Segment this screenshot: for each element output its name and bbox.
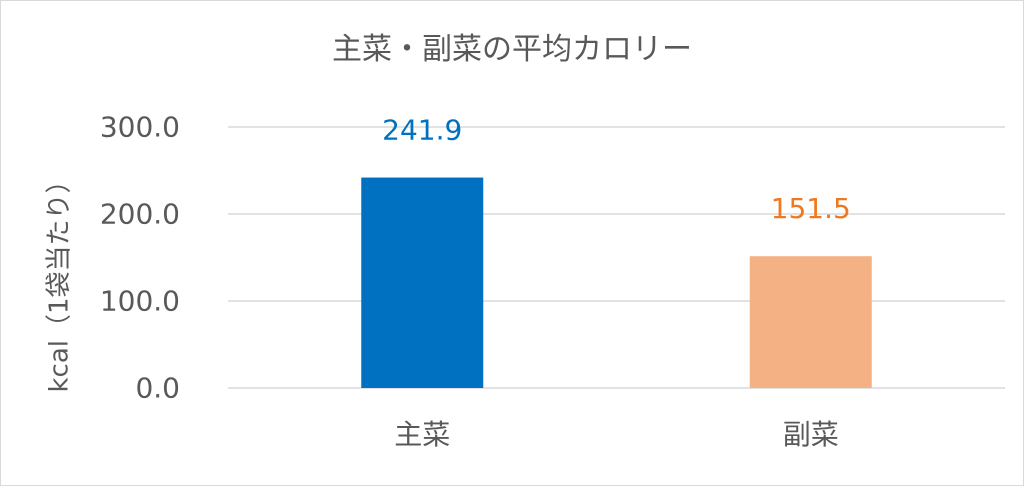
x-axis-categories: 主菜 副菜 bbox=[394, 418, 839, 451]
data-labels: 241.9 151.5 bbox=[382, 114, 851, 226]
y-tick-label: 0.0 bbox=[135, 372, 180, 405]
category-label: 副菜 bbox=[783, 418, 839, 451]
category-label: 主菜 bbox=[394, 418, 450, 451]
y-axis-ticks: 0.0 100.0 200.0 300.0 bbox=[100, 111, 180, 405]
data-label: 241.9 bbox=[382, 114, 462, 147]
bar bbox=[749, 256, 872, 388]
chart-title: 主菜・副菜の平均カロリー bbox=[332, 32, 692, 67]
y-tick-label: 200.0 bbox=[100, 198, 180, 231]
bars bbox=[361, 177, 872, 388]
y-tick-label: 100.0 bbox=[100, 285, 180, 318]
data-label: 151.5 bbox=[771, 192, 851, 225]
bar bbox=[361, 177, 484, 388]
gridlines bbox=[228, 126, 1005, 389]
y-tick-label: 300.0 bbox=[100, 111, 180, 144]
